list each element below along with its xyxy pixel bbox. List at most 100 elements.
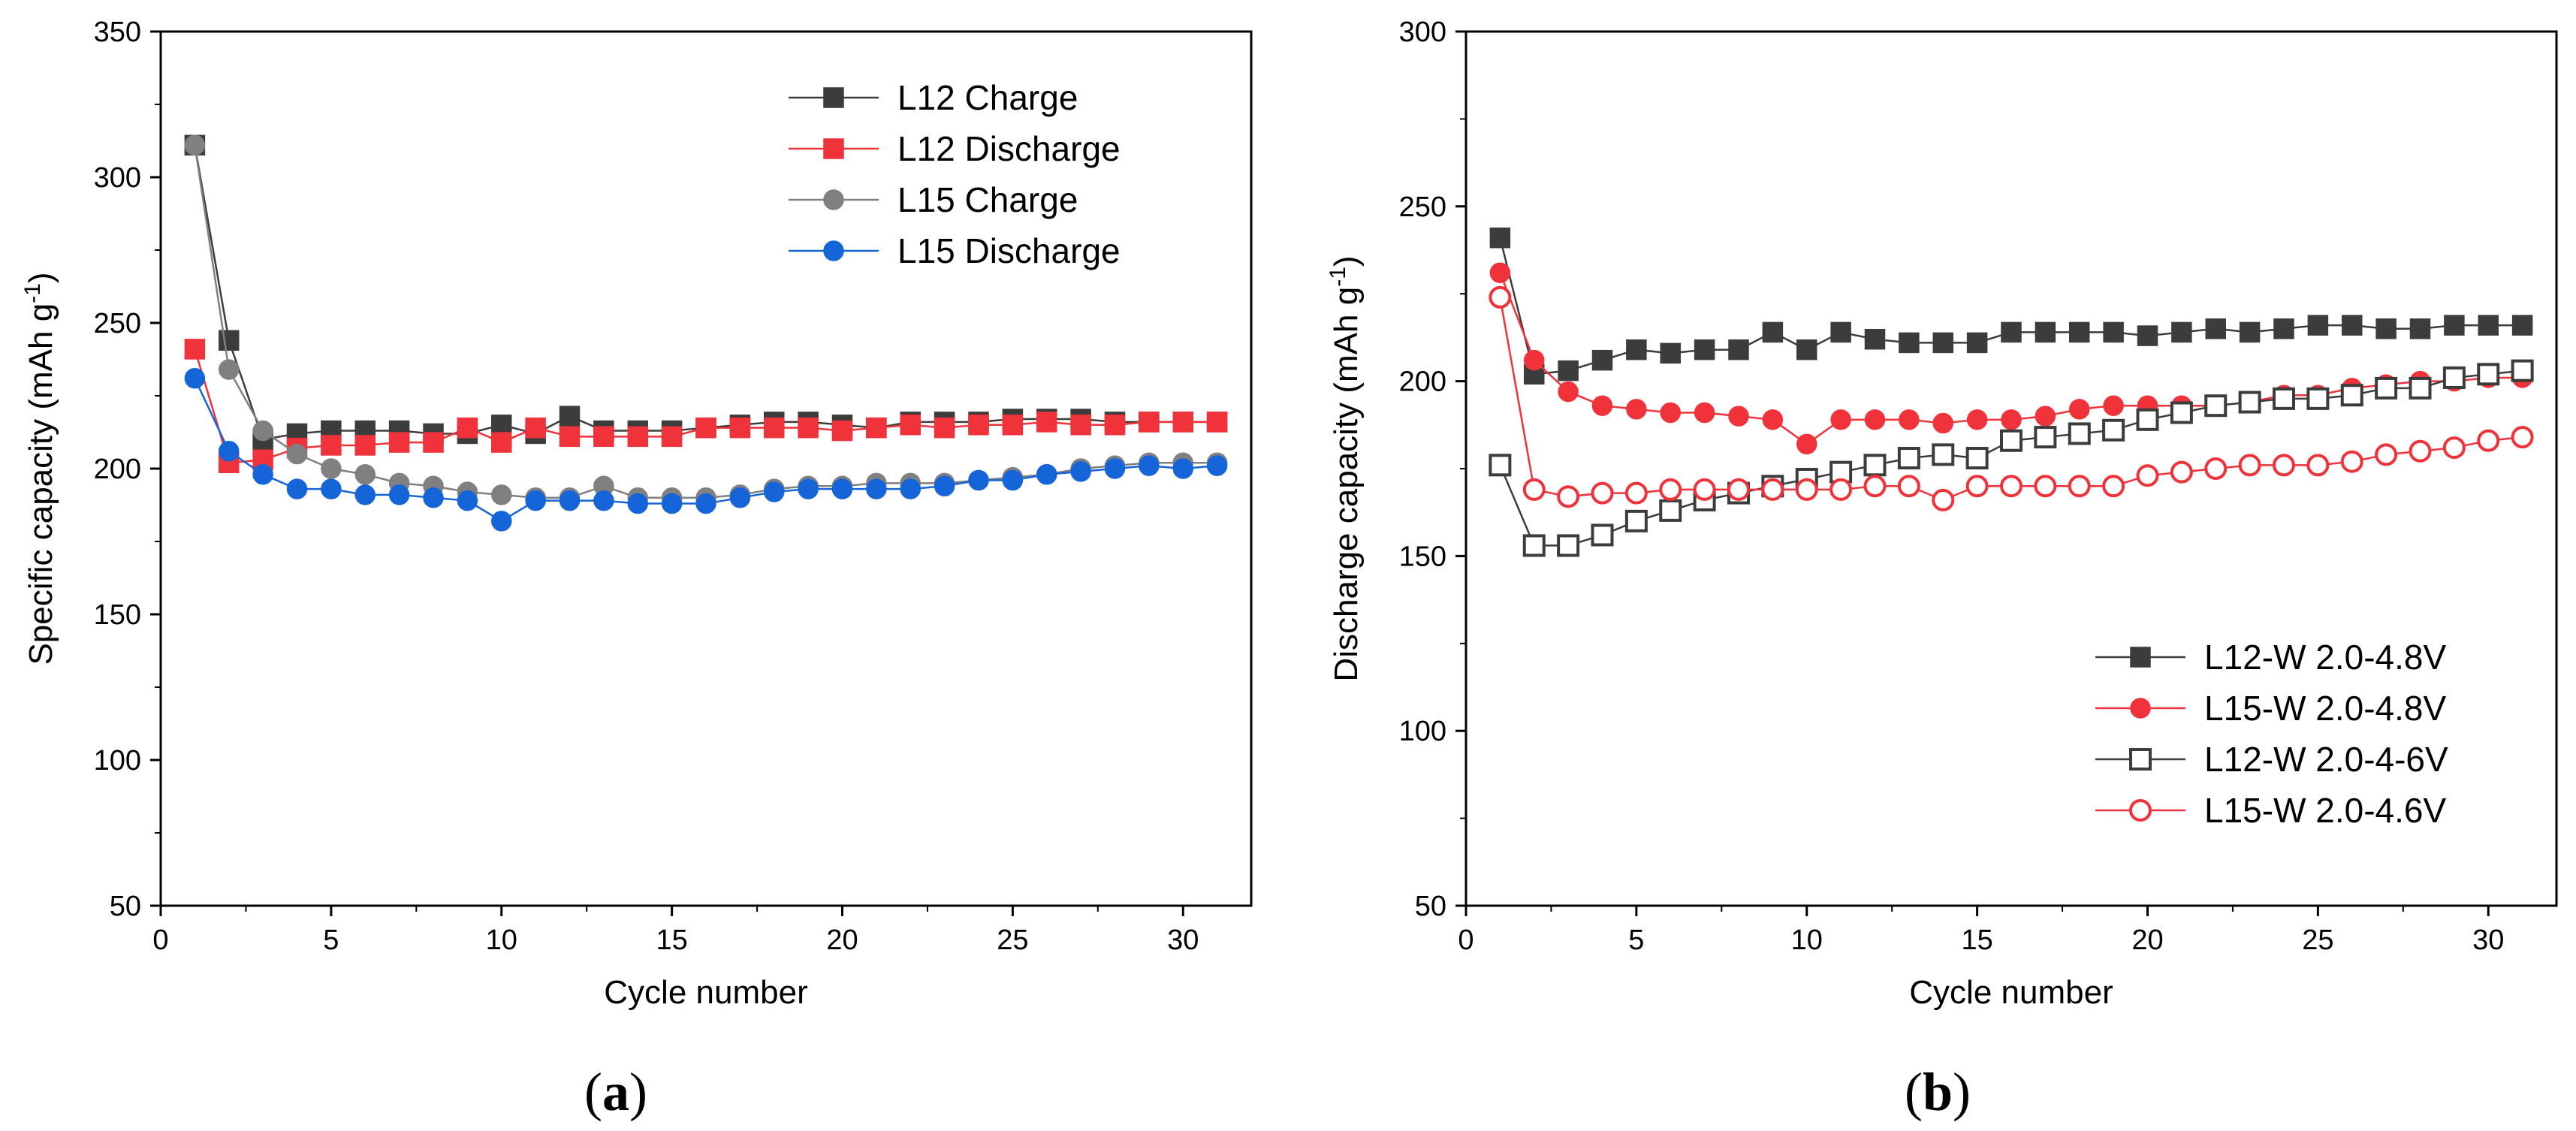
data-point-b-1 bbox=[1558, 381, 1579, 403]
legend-marker-a-0 bbox=[823, 87, 844, 108]
y-tick-label-a: 350 bbox=[94, 17, 141, 48]
data-point-b-3 bbox=[2306, 454, 2330, 477]
legend-marker-a-3 bbox=[823, 240, 844, 261]
data-point-b-3 bbox=[1624, 481, 1648, 505]
data-point-b-0 bbox=[2205, 318, 2226, 339]
data-point-a-3 bbox=[1036, 464, 1057, 485]
data-point-b-3 bbox=[1897, 475, 1920, 498]
panel-caption-b: (b) bbox=[1905, 1062, 1971, 1122]
y-axis-title-a-close: ) bbox=[23, 272, 59, 283]
data-point-b-1 bbox=[1966, 409, 1988, 430]
y-tick-label-b: 50 bbox=[1415, 891, 1446, 922]
x-tick-label-b: 10 bbox=[1791, 924, 1823, 956]
data-point-b-3 bbox=[1591, 481, 1614, 505]
data-point-b-3 bbox=[1557, 485, 1580, 508]
data-point-a-1 bbox=[866, 417, 887, 439]
x-tick-label-a: 10 bbox=[486, 924, 517, 956]
data-point-b-2 bbox=[2442, 366, 2466, 389]
data-point-a-3 bbox=[831, 478, 853, 499]
legend-label-b-3: L15-W 2.0-4.6V bbox=[2204, 791, 2446, 830]
data-point-b-0 bbox=[1796, 339, 1817, 360]
legend-label-b-0: L12-W 2.0-4.8V bbox=[2204, 638, 2446, 677]
data-point-b-2 bbox=[2409, 376, 2432, 400]
legend-item-a-2: L15 Charge bbox=[789, 180, 1078, 219]
legend-item-a-1: L12 Discharge bbox=[789, 129, 1121, 168]
data-point-b-2 bbox=[1659, 499, 1682, 522]
data-point-b-3 bbox=[1489, 285, 1512, 309]
data-point-b-1 bbox=[2069, 399, 2090, 420]
data-point-a-1 bbox=[1104, 415, 1126, 436]
data-point-b-3 bbox=[2068, 475, 2091, 498]
data-point-a-1 bbox=[321, 435, 342, 456]
data-point-b-2 bbox=[1522, 534, 1546, 557]
data-point-b-0 bbox=[2103, 321, 2124, 343]
data-point-b-1 bbox=[1591, 395, 1613, 416]
legend-label-a-0: L12 Charge bbox=[897, 78, 1078, 117]
data-point-b-3 bbox=[2136, 464, 2159, 487]
data-point-b-2 bbox=[1965, 447, 1989, 470]
data-point-a-1 bbox=[525, 417, 546, 439]
data-point-b-0 bbox=[1966, 332, 1988, 354]
y-tick-label-a: 250 bbox=[94, 308, 141, 339]
legend-marker-a-2 bbox=[823, 189, 844, 210]
data-point-a-1 bbox=[900, 415, 921, 436]
legend-label-a-2: L15 Charge bbox=[897, 180, 1078, 219]
data-point-b-3 bbox=[1693, 478, 1716, 501]
data-point-b-2 bbox=[1591, 523, 1614, 547]
series-a-1 bbox=[184, 339, 1228, 473]
x-tick-label-a: 20 bbox=[826, 924, 858, 956]
data-point-b-3 bbox=[2238, 454, 2261, 477]
data-point-b-3 bbox=[2170, 460, 2193, 484]
data-point-b-0 bbox=[2035, 321, 2056, 343]
x-tick-label-b: 15 bbox=[1961, 924, 1992, 956]
data-point-b-2 bbox=[2477, 363, 2500, 386]
data-point-b-0 bbox=[1899, 332, 1920, 354]
data-point-a-1 bbox=[593, 426, 614, 448]
data-point-b-1 bbox=[1830, 409, 1851, 430]
data-point-b-2 bbox=[1932, 443, 1955, 466]
data-point-a-3 bbox=[184, 367, 206, 389]
data-point-b-2 bbox=[2340, 384, 2363, 407]
data-point-a-1 bbox=[1070, 415, 1091, 436]
data-point-b-1 bbox=[1728, 406, 1749, 427]
data-point-b-2 bbox=[1624, 509, 1648, 532]
legend-a: L12 Charge L12 Discharge L15 Charge L15 Dis… bbox=[789, 78, 1121, 270]
data-point-b-0 bbox=[1591, 349, 1613, 371]
data-point-a-3 bbox=[388, 484, 410, 505]
data-point-b-3 bbox=[1932, 488, 1955, 511]
legend-b: L12-W 2.0-4.8V L15-W 2.0-4.8V L12-W 2.0-4-… bbox=[2095, 638, 2448, 830]
data-point-a-3 bbox=[866, 478, 887, 499]
data-point-a-3 bbox=[627, 493, 648, 514]
data-point-b-3 bbox=[2034, 475, 2057, 498]
legend-label-b-2: L12-W 2.0-4-6V bbox=[2204, 740, 2448, 779]
legend-label-b-1: L15-W 2.0-4.8V bbox=[2204, 689, 2446, 728]
data-point-b-0 bbox=[2273, 318, 2294, 339]
legend-item-b-1: L15-W 2.0-4.8V bbox=[2095, 689, 2446, 728]
data-point-b-2 bbox=[2136, 408, 2159, 431]
data-point-b-2 bbox=[2000, 429, 2022, 452]
data-point-a-3 bbox=[491, 511, 512, 532]
data-point-b-1 bbox=[1660, 402, 1681, 424]
data-point-a-1 bbox=[661, 426, 683, 448]
data-point-a-1 bbox=[457, 417, 478, 439]
data-point-a-2 bbox=[321, 458, 342, 479]
data-point-b-0 bbox=[2375, 318, 2397, 339]
data-point-b-2 bbox=[2511, 359, 2534, 382]
data-point-b-3 bbox=[1829, 478, 1853, 501]
x-tick-label-b: 30 bbox=[2472, 924, 2504, 956]
data-point-b-0 bbox=[1864, 328, 1886, 350]
data-point-b-1 bbox=[1932, 412, 1953, 434]
data-point-a-3 bbox=[321, 478, 342, 499]
data-point-a-1 bbox=[559, 426, 581, 448]
data-point-a-3 bbox=[1002, 469, 1024, 491]
data-point-a-1 bbox=[1002, 415, 1024, 436]
data-point-b-0 bbox=[2478, 315, 2499, 336]
y-axis-title-b-sup: -1 bbox=[1326, 267, 1350, 287]
data-point-b-3 bbox=[1727, 478, 1750, 501]
y-tick-label-a: 100 bbox=[94, 745, 141, 777]
data-point-b-0 bbox=[1489, 227, 1511, 249]
data-point-b-1 bbox=[1524, 349, 1545, 371]
data-point-b-2 bbox=[2375, 376, 2398, 400]
data-point-a-3 bbox=[252, 464, 273, 485]
